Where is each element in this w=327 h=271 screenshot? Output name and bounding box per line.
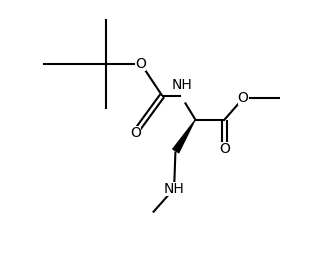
Text: NH: NH (164, 182, 184, 196)
Text: O: O (135, 57, 146, 71)
Polygon shape (172, 119, 196, 154)
Text: O: O (238, 91, 249, 105)
Text: O: O (130, 126, 141, 140)
Text: NH: NH (172, 79, 193, 92)
Text: O: O (219, 142, 230, 156)
